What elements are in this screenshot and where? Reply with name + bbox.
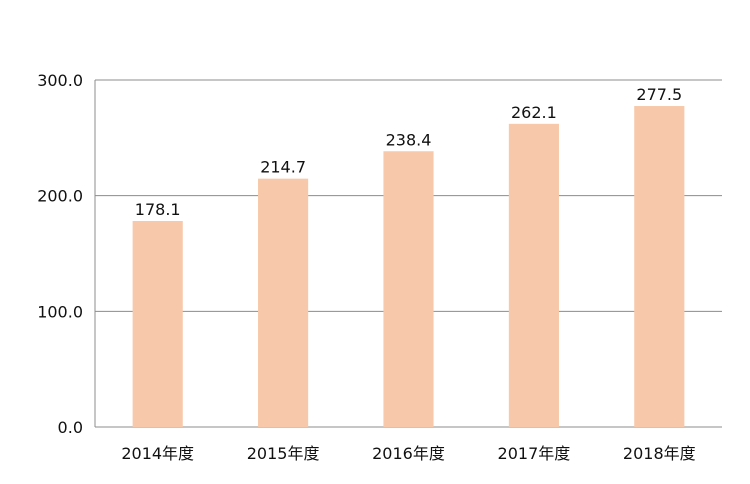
bar [383, 151, 434, 427]
data-label: 214.7 [260, 158, 306, 177]
y-tick-label: 300.0 [37, 71, 83, 90]
y-axis-ticks: 0.0 100.0 200.0 300.0 [37, 71, 83, 437]
x-tick-label: 2016年度 [372, 444, 445, 463]
y-tick-label: 100.0 [37, 302, 83, 321]
y-tick-label: 200.0 [37, 187, 83, 206]
x-tick-label: 2017年度 [498, 444, 571, 463]
y-tick-label: 0.0 [58, 418, 83, 437]
bar [508, 123, 559, 427]
bar [634, 106, 685, 428]
bar [258, 178, 309, 427]
x-axis-ticks: 2014年度 2015年度 2016年度 2017年度 2018年度 [121, 444, 695, 463]
data-label: 238.4 [386, 130, 432, 149]
x-tick-label: 2018年度 [623, 444, 696, 463]
bars [132, 106, 685, 428]
data-label: 277.5 [636, 85, 682, 104]
x-tick-label: 2015年度 [247, 444, 320, 463]
x-tick-label: 2014年度 [121, 444, 194, 463]
data-label: 178.1 [135, 200, 181, 219]
data-labels: 178.1 214.7 238.4 262.1 277.5 [135, 85, 682, 219]
data-label: 262.1 [511, 103, 557, 122]
bar [132, 220, 183, 427]
